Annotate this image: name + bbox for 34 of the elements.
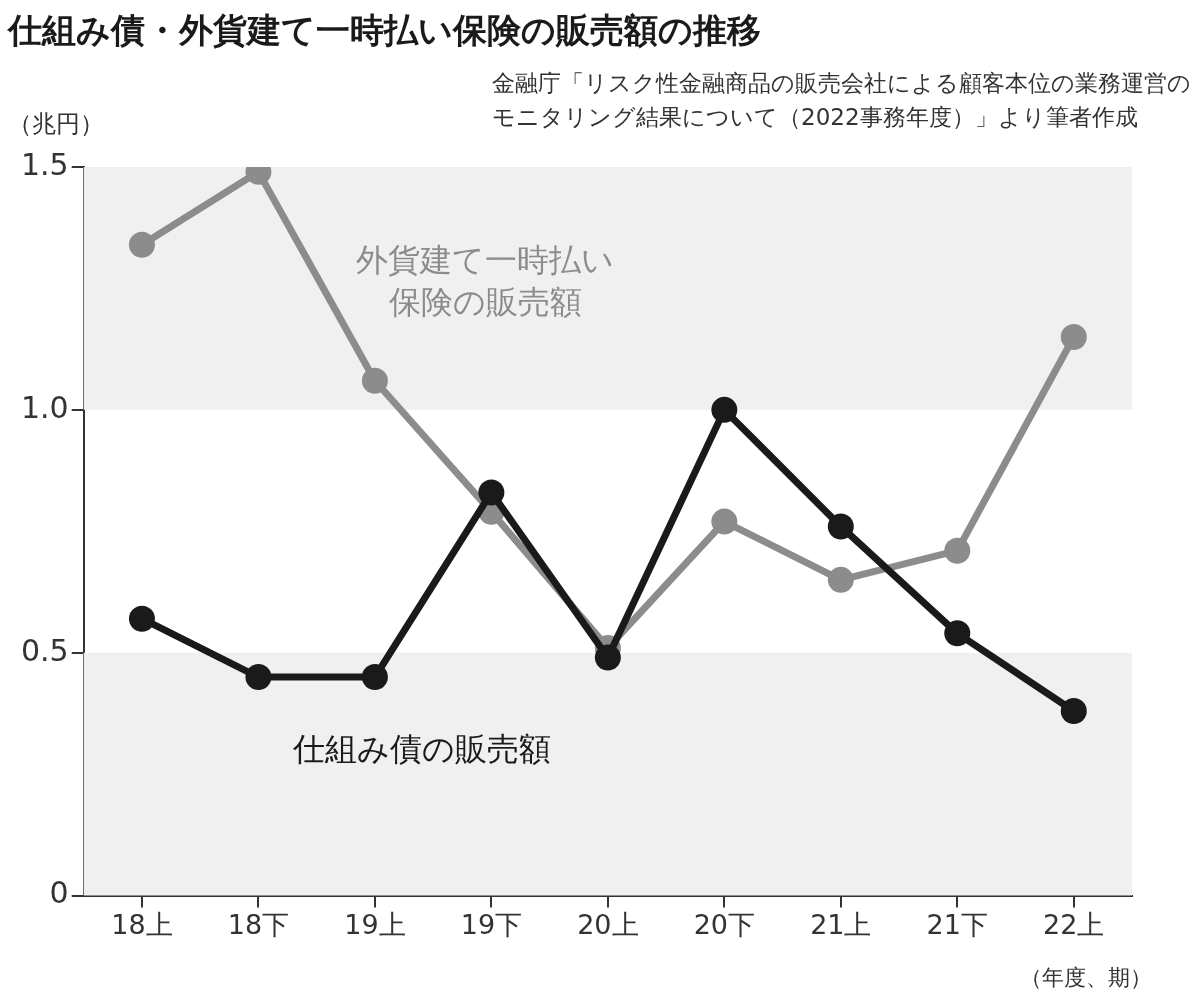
y-tick-label: 0 [49,875,69,911]
x-tick-label: 22上 [1043,908,1105,940]
point [245,664,272,691]
x-axis-title: （年度、期） [1020,964,1152,992]
y-axis-title: （兆円） [8,109,104,140]
y-tick-label: 0.5 [20,632,69,668]
point [1060,698,1087,725]
x-tick-label: 18上 [111,908,173,940]
series-label: 仕組み債の販売額 [292,729,552,768]
point [944,537,971,564]
point [1060,324,1087,351]
x-tick-label: 21下 [926,908,988,940]
point [594,644,621,671]
point [711,508,738,535]
y-tick-label: 1.5 [20,146,69,182]
x-tick-label: 18下 [227,908,290,940]
y-tick-label: 1.0 [20,389,69,425]
point [128,231,155,258]
x-tick-label: 19下 [460,908,523,940]
x-tick-label: 20下 [693,908,756,940]
point [944,620,971,647]
point [361,664,388,691]
x-tick-label: 20上 [577,908,639,940]
series-label: 外貨建て一時払い保険の販売額 [356,241,615,322]
chart-title: 仕組み債・外貨建て一時払い保険の販売額の推移 [8,9,761,52]
point [478,479,505,506]
point [128,605,155,632]
point [827,513,854,540]
text: 金融庁「リスク性金融商品の販売会社による顧客本位の業務運営のモニタリング結果について（2022事務年度）」より筆者作成 [492,69,1192,132]
x-tick-label: 19上 [344,908,406,940]
point [711,396,738,423]
point [361,367,388,394]
x-tick-label: 21上 [810,908,872,940]
point [827,566,854,593]
